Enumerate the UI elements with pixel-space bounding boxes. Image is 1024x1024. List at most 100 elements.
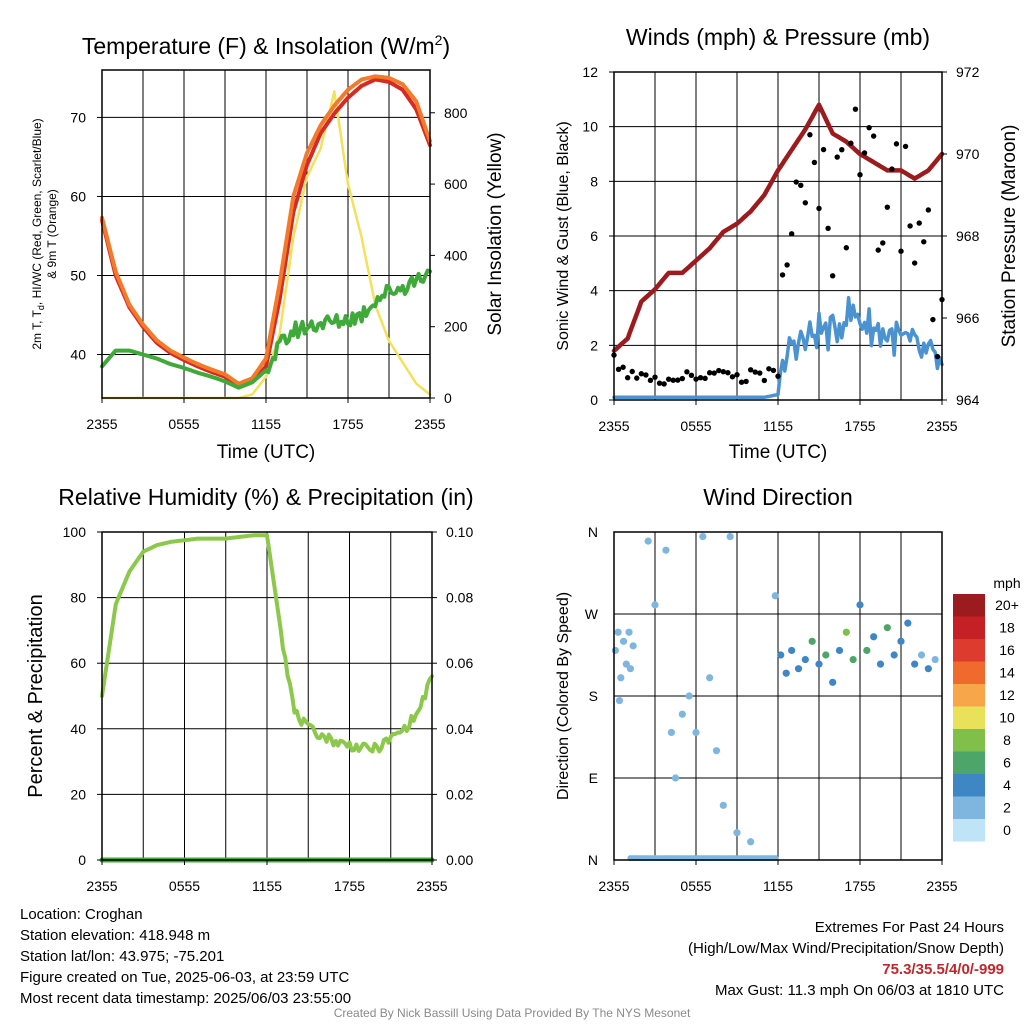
- direction-point: [904, 619, 912, 627]
- y2-tick-label: 970: [956, 146, 980, 162]
- direction-point: [678, 710, 686, 718]
- y-tick-label: 60: [70, 655, 86, 671]
- direction-point: [815, 660, 823, 668]
- gust-point: [629, 368, 635, 375]
- y2-tick-label: 600: [444, 176, 468, 192]
- humidity-y-label: Percent & Precipitation: [25, 594, 47, 797]
- gust-point: [725, 370, 731, 376]
- direction-point: [692, 728, 700, 737]
- gust-point: [930, 316, 936, 323]
- gust-point: [743, 378, 749, 385]
- y-tick-label: 4: [590, 283, 598, 299]
- direction-point: [794, 665, 803, 673]
- x-tick-label: 1155: [763, 878, 793, 894]
- y2-tick-label: 0: [444, 390, 452, 406]
- temperature-x-label: Time (UTC): [217, 442, 316, 463]
- x-tick-label: 0555: [680, 418, 711, 434]
- winds-panel: Winds (mph) & Pressure (mb) 2355 0555 1155…: [555, 24, 1020, 463]
- recent-timestamp: Most recent data timestamp: 2025/06/03 2…: [20, 990, 352, 1007]
- legend-swatch: [953, 729, 985, 752]
- gust-point: [911, 260, 918, 266]
- y2-tick-label: 0.06: [446, 655, 473, 671]
- x-tick-label: 2355: [86, 416, 117, 432]
- gust-point: [875, 247, 881, 253]
- speed-legend-title: mph: [993, 575, 1020, 591]
- gust-point: [766, 366, 772, 372]
- direction-point: [617, 674, 625, 682]
- station-location: Location: Croghan: [20, 906, 143, 923]
- gust-point: [925, 207, 932, 213]
- legend-label: 8: [1003, 732, 1011, 748]
- legend-swatch: [953, 796, 985, 819]
- y-tick-label: 100: [63, 524, 87, 540]
- y-tick-label: 20: [70, 786, 86, 802]
- gust-point: [647, 377, 654, 384]
- gust-point: [675, 377, 681, 383]
- gust-point: [638, 371, 645, 377]
- winds-y-label: Sonic Wind & Gust (Blue, Black): [555, 121, 572, 350]
- gust-point: [697, 374, 704, 381]
- legend-swatch: [953, 594, 985, 617]
- extremes-info: Extremes For Past 24 Hours (High/Low/Max…: [688, 917, 1004, 1001]
- gust-point: [775, 373, 781, 379]
- direction-point: [917, 651, 926, 659]
- winds-title: Winds (mph) & Pressure (mb): [626, 24, 930, 50]
- gust-point: [757, 370, 763, 376]
- y2-tick-label: 200: [444, 319, 468, 335]
- gust-point: [788, 231, 795, 237]
- direction-point: [883, 624, 891, 632]
- series-line-9m-t-orange: [100, 74, 432, 386]
- credit-line: Created By Nick Bassill Using Data Provi…: [333, 1006, 691, 1020]
- x-tick-label: 2355: [926, 878, 957, 894]
- gust-point: [706, 370, 713, 376]
- direction-panel: Wind Direction 2355 0555 1155 1755 2355NESWN…: [555, 484, 1021, 894]
- x-tick-label: 0555: [169, 878, 200, 894]
- y-tick-label: 0: [590, 392, 598, 408]
- gust-point: [902, 143, 909, 150]
- y-tick-label: 40: [70, 347, 86, 363]
- x-tick-label: 2355: [414, 416, 445, 432]
- x-tick-label: 1155: [251, 416, 281, 432]
- extremes-values: 75.3/35.5/4/0/-999: [882, 961, 1004, 978]
- direction-title: Wind Direction: [703, 484, 853, 510]
- series-line-sonic-wind-blue: [612, 295, 944, 400]
- extremes-subheading: (High/Low/Max Wind/Precipitation/Snow De…: [688, 940, 1004, 957]
- temperature-panel: Temperature (F) & Insolation (W/m2) 2355…: [30, 32, 506, 463]
- y-tick-label: 10: [582, 119, 598, 135]
- direction-point: [822, 651, 830, 659]
- gust-point: [693, 376, 699, 382]
- y-tick-label: 60: [70, 188, 86, 204]
- gust-point: [916, 220, 922, 226]
- y2-tick-label: 400: [444, 247, 468, 263]
- gust-point: [798, 182, 804, 189]
- station-info: Location: Croghan Station elevation: 418…: [20, 904, 351, 1009]
- y-tick-label: 8: [590, 173, 598, 189]
- gust-point: [665, 376, 672, 382]
- gust-point: [656, 380, 663, 386]
- y-tick-label: E: [589, 770, 598, 786]
- gust-point: [893, 141, 900, 147]
- direction-point: [890, 651, 898, 659]
- x-tick-label: 2355: [416, 878, 447, 894]
- y2-tick-label: 966: [956, 310, 980, 326]
- gust-point: [624, 375, 631, 381]
- direction-point: [662, 546, 670, 554]
- gust-point: [684, 369, 690, 375]
- gust-point: [829, 273, 836, 279]
- station-latlon: Station lat/lon: 43.975; -75.201: [20, 948, 225, 965]
- gust-point: [839, 147, 845, 153]
- x-tick-label: 2355: [598, 418, 629, 434]
- y2-tick-label: 800: [444, 105, 468, 121]
- y-tick-label: N: [588, 524, 598, 540]
- gust-point: [720, 368, 727, 375]
- x-tick-label: 1155: [252, 878, 282, 894]
- legend-swatch: [953, 751, 985, 774]
- gust-point: [921, 239, 927, 245]
- direction-point: [629, 642, 637, 650]
- gust-point: [761, 377, 768, 384]
- y2-tick-label: 0.04: [446, 721, 473, 737]
- meteogram-figure: Temperature (F) & Insolation (W/m2) 2355…: [25, 24, 1021, 894]
- winds-x-label: Time (UTC): [729, 442, 828, 463]
- temperature-y-label-line2: & 9m T (Orange): [45, 189, 59, 279]
- gust-point: [770, 367, 777, 374]
